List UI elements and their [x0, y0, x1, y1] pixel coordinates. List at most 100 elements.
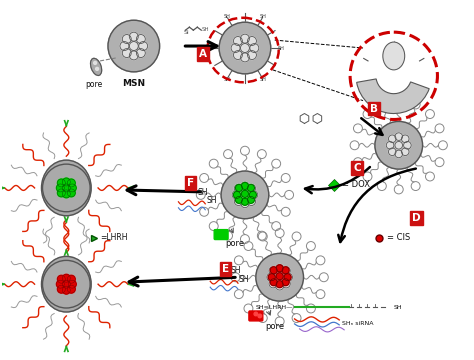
Text: =LHRH: =LHRH [100, 233, 128, 242]
Text: SH: SH [260, 14, 266, 19]
Circle shape [241, 198, 248, 205]
Text: SH: SH [260, 77, 266, 82]
Circle shape [63, 274, 70, 282]
Circle shape [241, 190, 248, 197]
Circle shape [241, 199, 249, 208]
Circle shape [282, 280, 290, 288]
Circle shape [241, 183, 248, 189]
Text: = DOX: = DOX [342, 180, 370, 189]
Text: = CIS: = CIS [387, 233, 410, 242]
Circle shape [254, 312, 258, 316]
Circle shape [57, 189, 65, 197]
Circle shape [389, 135, 396, 143]
Circle shape [63, 190, 70, 198]
Circle shape [221, 171, 269, 219]
Circle shape [247, 184, 255, 192]
Circle shape [56, 280, 64, 288]
Circle shape [401, 148, 409, 156]
Circle shape [63, 178, 70, 186]
Circle shape [395, 133, 402, 140]
Circle shape [375, 121, 422, 169]
Circle shape [120, 42, 129, 50]
Circle shape [241, 191, 249, 199]
Text: SH: SH [197, 188, 208, 197]
Text: SH: SH [223, 14, 230, 19]
Circle shape [63, 286, 70, 294]
Circle shape [247, 184, 255, 193]
Wedge shape [356, 79, 429, 113]
Text: A: A [199, 49, 207, 59]
Text: SHₙ siRNA: SHₙ siRNA [342, 321, 374, 327]
Circle shape [275, 282, 284, 290]
Circle shape [250, 44, 259, 53]
Circle shape [269, 267, 277, 275]
Circle shape [240, 53, 249, 62]
Circle shape [386, 141, 394, 149]
Text: SH: SH [239, 275, 249, 284]
Circle shape [219, 22, 271, 74]
Circle shape [234, 197, 243, 206]
Circle shape [282, 267, 289, 274]
Circle shape [129, 51, 138, 60]
Circle shape [276, 265, 283, 272]
Ellipse shape [42, 160, 91, 216]
Circle shape [122, 49, 131, 58]
Circle shape [67, 275, 75, 283]
Text: E: E [221, 264, 228, 274]
Text: SH: SH [223, 77, 230, 82]
Circle shape [284, 273, 292, 282]
Circle shape [63, 184, 70, 192]
Circle shape [395, 150, 402, 158]
Ellipse shape [383, 42, 405, 70]
Circle shape [68, 184, 76, 192]
Circle shape [270, 279, 277, 286]
Circle shape [275, 265, 284, 273]
Text: SH: SH [205, 45, 212, 50]
Circle shape [258, 314, 262, 318]
Circle shape [122, 35, 131, 44]
Circle shape [67, 189, 75, 197]
Circle shape [129, 32, 138, 41]
Circle shape [137, 35, 146, 44]
Circle shape [395, 141, 402, 149]
FancyBboxPatch shape [214, 230, 228, 239]
Ellipse shape [91, 58, 101, 76]
Circle shape [231, 44, 240, 53]
Text: F: F [187, 178, 194, 188]
Text: C: C [353, 163, 361, 173]
Circle shape [282, 267, 290, 275]
Circle shape [247, 197, 255, 206]
Circle shape [269, 280, 277, 288]
FancyBboxPatch shape [249, 311, 263, 321]
Circle shape [276, 273, 283, 280]
Circle shape [139, 42, 147, 50]
Circle shape [96, 67, 99, 70]
Circle shape [234, 192, 240, 198]
Text: SH: SH [278, 45, 284, 50]
Circle shape [249, 191, 258, 199]
Circle shape [275, 273, 284, 282]
Circle shape [129, 42, 138, 50]
Text: B: B [370, 104, 378, 113]
Circle shape [236, 184, 243, 192]
Circle shape [57, 179, 65, 187]
Text: pore: pore [265, 322, 284, 331]
Ellipse shape [42, 256, 91, 312]
Circle shape [247, 36, 256, 45]
Circle shape [43, 164, 90, 212]
Circle shape [108, 20, 160, 72]
Circle shape [282, 279, 289, 286]
Circle shape [401, 135, 409, 143]
Circle shape [256, 253, 303, 301]
Circle shape [43, 260, 90, 308]
Circle shape [267, 273, 275, 282]
Text: pore: pore [85, 80, 103, 89]
Circle shape [57, 275, 65, 283]
Circle shape [270, 267, 277, 274]
Circle shape [404, 141, 411, 149]
Text: Si: Si [183, 30, 189, 35]
Circle shape [247, 51, 256, 59]
Text: SH: SH [230, 266, 240, 275]
Circle shape [234, 36, 242, 45]
Circle shape [234, 51, 242, 59]
